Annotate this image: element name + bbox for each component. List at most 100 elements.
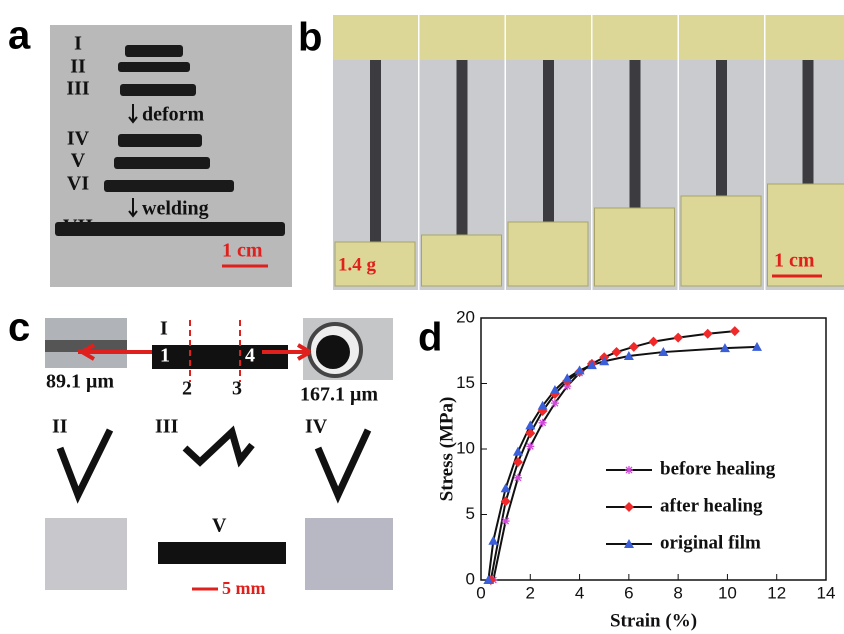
marker [526,442,535,451]
panel-a: IIIIIIIVVVIVII [55,33,285,238]
weight-label: 1.4 g [338,254,377,275]
y-tick-label: 10 [456,438,475,457]
hole-core [316,335,350,369]
x-tick-label: 4 [575,583,584,602]
marker [574,365,585,375]
clip [334,241,416,287]
marker [501,517,510,526]
measure-label: 89.1 μm [46,371,114,393]
panel-c [45,318,393,591]
legend-label: original film [660,532,761,553]
marker [512,446,523,456]
film-strip [120,84,196,96]
y-axis-label: Stress (MPa) [436,397,457,502]
panel-label: c [8,306,30,350]
shape-label: IV [305,416,328,438]
film [152,345,288,369]
film [629,60,641,208]
marker [500,496,511,507]
measure-label: 167.1 μm [300,384,378,406]
clip [421,234,502,287]
chart: 0 2 4 6 8 10 12 14 0 5 10 15 20 Strain (%) Stress (MPa… [436,307,835,631]
marker [563,382,572,391]
x-tick-label: 0 [476,583,485,602]
film [158,542,286,564]
marker [624,502,634,512]
marker [628,341,639,352]
marker [611,347,622,358]
y-tick-label: 0 [466,569,475,588]
row-label: II [70,56,86,78]
marker [512,457,523,468]
scale-label: 5 mm [222,578,266,598]
x-tick-label: 12 [767,583,786,602]
micrograph [45,518,127,590]
clip [680,195,762,287]
x-tick-label: 14 [817,583,836,602]
panel-label: a [8,14,31,58]
film-shape [56,428,114,504]
marker [562,373,573,383]
marker [500,483,511,493]
marker [719,343,730,353]
marker [752,341,762,351]
marker [550,399,559,408]
marker [549,385,560,395]
panel-b [333,15,844,290]
clip [594,207,675,287]
shape-label: III [155,416,179,438]
row-label: IV [67,128,90,150]
x-tick-label: 2 [526,583,535,602]
marker [488,535,499,545]
clip [419,15,505,60]
marker [624,539,634,548]
scale-label: 1 cm [774,250,815,272]
marker [537,400,548,410]
panel-label: b [298,16,322,60]
sample-label: I [160,318,168,340]
clip [765,15,844,60]
film-strip [55,222,285,236]
marker [702,328,713,339]
film-strip [125,45,183,57]
marker [729,326,740,337]
marker [538,418,547,427]
film-shape [182,425,255,468]
marker [483,575,494,584]
film-shape [314,428,372,504]
panel-label: d [418,316,442,360]
x-tick-label: 10 [718,583,737,602]
film [716,60,727,196]
shape-label: V [212,515,227,537]
marker [658,347,669,357]
marker [648,336,659,347]
clip [592,15,678,60]
marker [673,332,684,343]
x-tick-label: 6 [624,583,633,602]
annotation: welding [142,198,209,220]
film-strip [114,157,210,169]
clip [506,15,591,60]
marker [625,466,633,474]
series-line [492,363,593,581]
clip [333,15,418,60]
film [543,60,554,222]
film-strip [104,180,234,192]
marker [623,350,634,360]
film [456,60,468,235]
marker [513,473,522,482]
row-label: V [71,150,86,172]
film-strip [118,134,202,147]
point-label: 3 [232,378,242,400]
clip [507,221,589,287]
point-label: 2 [182,378,192,400]
y-tick-label: 15 [456,373,475,392]
marker [525,428,536,439]
cross-section [45,340,127,352]
film [370,60,381,242]
arrow [78,343,312,361]
cut-line [189,320,241,382]
x-tick-label: 8 [673,583,682,602]
annotation: deform [142,104,205,126]
